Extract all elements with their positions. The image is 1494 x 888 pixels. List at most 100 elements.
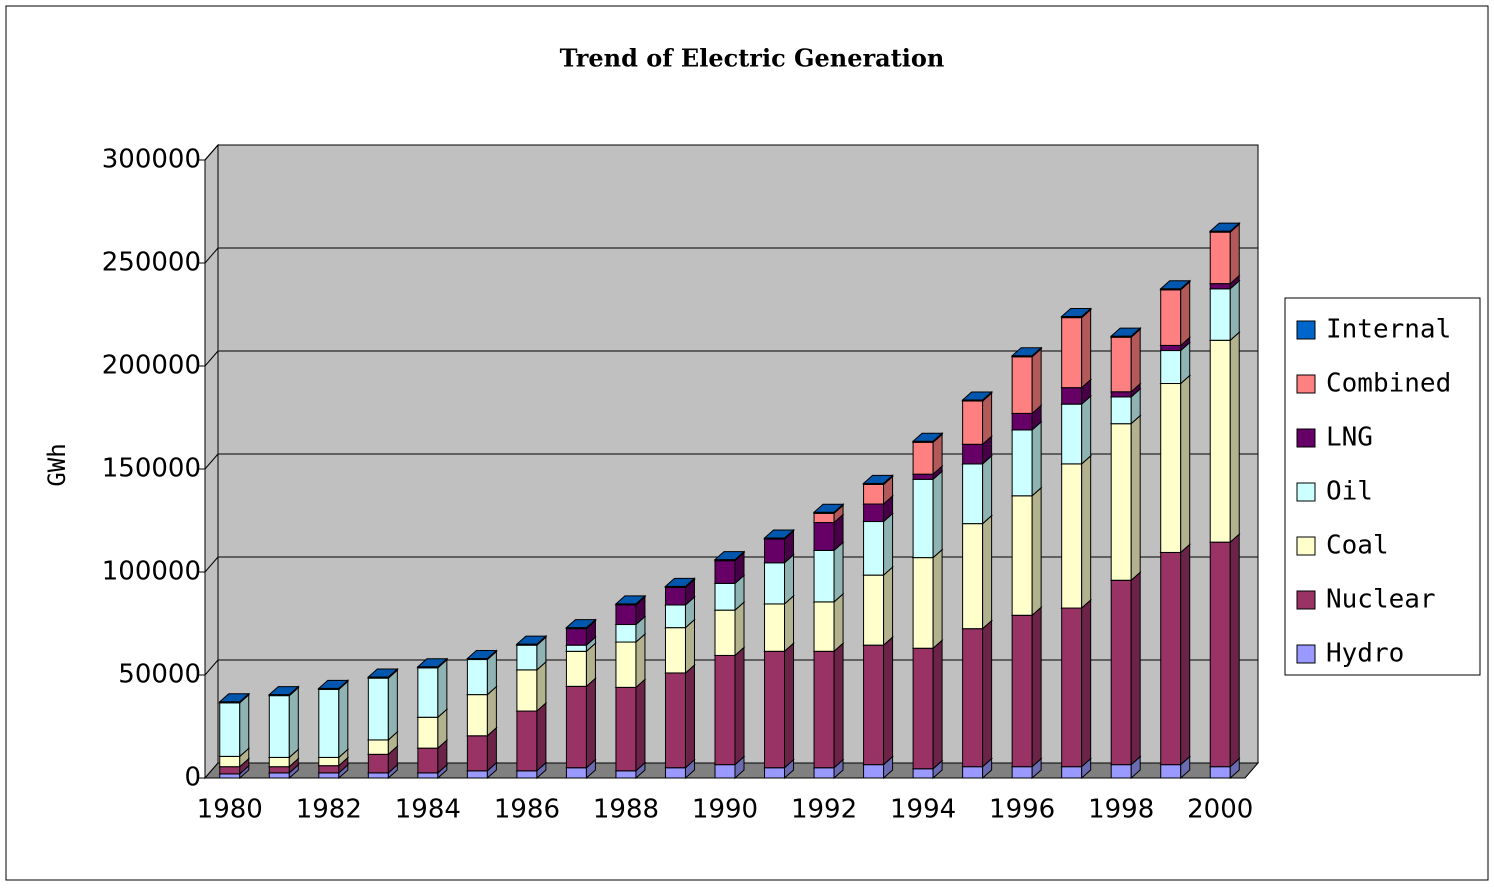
grid-line-side: [204, 350, 219, 367]
bar-segment: [268, 756, 290, 768]
bar-side: [1031, 420, 1042, 497]
bar-segment: [268, 772, 290, 779]
bar-side: [387, 668, 398, 742]
bar-side: [1180, 543, 1191, 766]
bar-segment: [813, 601, 835, 652]
bar-segment: [367, 677, 389, 741]
legend-swatch: [1296, 320, 1316, 340]
bar-top: [367, 668, 399, 678]
bar-side: [833, 541, 844, 603]
grid-line-side: [204, 144, 219, 161]
bar-top: [961, 391, 993, 401]
bar-side: [883, 565, 894, 647]
bar-segment: [664, 586, 686, 606]
bar-segment: [714, 764, 736, 779]
bar-segment: [466, 659, 488, 696]
bar-segment: [813, 512, 835, 524]
bar-side: [1130, 571, 1141, 766]
bar-segment: [962, 443, 984, 465]
bar-segment: [466, 735, 488, 772]
x-tick-label: 1988: [593, 795, 659, 825]
bar-segment: [863, 764, 885, 779]
bar-segment: [516, 710, 538, 772]
bar-segment: [764, 538, 786, 564]
bar-side: [784, 642, 795, 769]
bar-side: [784, 594, 795, 653]
bar-side: [982, 391, 993, 446]
bar-side: [1031, 486, 1042, 617]
bar-segment: [1110, 579, 1132, 766]
bar-segment: [1061, 403, 1083, 465]
bar-side: [437, 658, 448, 719]
bar-segment: [664, 767, 686, 779]
bar-top: [1060, 308, 1092, 318]
bar-top: [416, 658, 449, 668]
bar-segment: [219, 702, 241, 757]
x-tick-label: 1998: [1088, 795, 1154, 825]
bar-side: [1081, 308, 1092, 389]
bar-segment: [813, 650, 835, 769]
bar-segment: [664, 672, 686, 769]
bar-segment: [268, 695, 290, 758]
x-tick-label: 1994: [890, 795, 956, 825]
bar-top: [1159, 280, 1192, 290]
bar-segment: [962, 523, 984, 630]
legend-swatch: [1296, 482, 1316, 502]
bar-segment: [615, 604, 637, 626]
bar-segment: [863, 644, 885, 766]
y-tick-label: 0: [184, 763, 201, 793]
bar-segment: [466, 770, 488, 779]
bar-segment: [565, 767, 587, 779]
bar-segment: [615, 624, 637, 643]
bar-segment: [962, 766, 984, 779]
bar-segment: [764, 767, 786, 779]
y-tick-label: 250000: [102, 248, 201, 278]
bar-segment: [565, 650, 587, 687]
bar-segment: [764, 603, 786, 652]
bar-segment: [268, 766, 290, 774]
bar-segment: [615, 641, 637, 688]
bar-side: [1130, 414, 1141, 582]
bar-top: [614, 595, 647, 605]
y-tick-label: 100000: [102, 557, 201, 587]
bar-side: [1031, 347, 1042, 415]
bar-segment: [219, 755, 241, 768]
legend-label: Hydro: [1326, 639, 1404, 669]
bar-segment: [318, 756, 340, 767]
bar-side: [536, 701, 547, 772]
bar-side: [338, 680, 349, 759]
bar-top: [1010, 347, 1043, 357]
bar-segment: [714, 609, 736, 656]
bar-segment: [1011, 429, 1033, 497]
bar-segment: [1110, 764, 1132, 779]
bar-side: [883, 512, 894, 577]
bar-segment: [1209, 339, 1231, 543]
legend-swatch: [1296, 644, 1316, 664]
bar-side: [734, 646, 745, 766]
legend-label: LNG: [1326, 423, 1373, 453]
y-tick-label: 200000: [102, 351, 201, 381]
legend-swatch: [1296, 374, 1316, 394]
bar-side: [1180, 374, 1191, 554]
bar-segment: [1110, 391, 1132, 398]
bar-side: [982, 514, 993, 630]
y-axis-label: GWh: [43, 443, 71, 486]
bar-segment: [1160, 289, 1182, 346]
bar-segment: [417, 667, 439, 718]
bar-segment: [615, 770, 637, 779]
bar-top: [466, 650, 498, 660]
x-tick-label: 1990: [692, 795, 758, 825]
bar-segment: [615, 686, 637, 772]
bar-segment: [219, 773, 241, 779]
bar-segment: [367, 739, 389, 755]
bar-segment: [1110, 396, 1132, 425]
legend-label: Internal: [1326, 315, 1451, 345]
bar-segment: [1110, 423, 1132, 581]
bar-side: [635, 632, 646, 689]
bar-segment: [1160, 383, 1182, 553]
bar-side: [1229, 533, 1240, 768]
bar-segment: [219, 766, 241, 775]
bar-segment: [1160, 764, 1182, 779]
bar-segment: [962, 463, 984, 525]
